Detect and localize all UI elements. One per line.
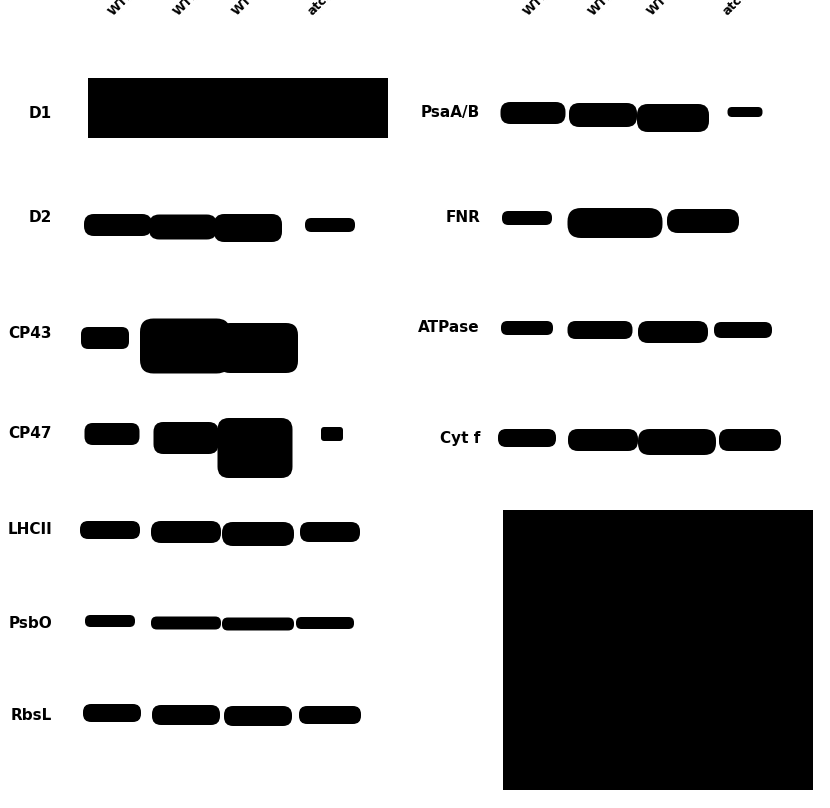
Text: RbsL: RbsL <box>11 708 52 722</box>
FancyBboxPatch shape <box>569 103 637 127</box>
FancyBboxPatch shape <box>149 214 217 239</box>
FancyBboxPatch shape <box>667 209 739 233</box>
FancyBboxPatch shape <box>500 102 565 124</box>
Text: CP47: CP47 <box>8 426 52 440</box>
FancyBboxPatch shape <box>568 429 638 451</box>
Text: atctpA2: atctpA2 <box>305 0 353 18</box>
Text: PsaA/B: PsaA/B <box>421 106 480 120</box>
FancyBboxPatch shape <box>154 422 218 454</box>
FancyBboxPatch shape <box>84 214 152 236</box>
FancyBboxPatch shape <box>719 429 781 451</box>
FancyBboxPatch shape <box>224 706 292 726</box>
Text: D1: D1 <box>29 106 52 120</box>
FancyBboxPatch shape <box>151 521 221 543</box>
FancyBboxPatch shape <box>498 429 556 447</box>
Text: WT1/2: WT1/2 <box>585 0 626 18</box>
Text: LHCII: LHCII <box>7 523 52 537</box>
FancyBboxPatch shape <box>85 615 135 627</box>
Text: D2: D2 <box>28 211 52 225</box>
FancyBboxPatch shape <box>501 321 553 335</box>
FancyBboxPatch shape <box>305 218 355 232</box>
FancyBboxPatch shape <box>80 521 140 539</box>
Bar <box>88 78 388 138</box>
FancyBboxPatch shape <box>321 427 343 441</box>
FancyBboxPatch shape <box>222 617 294 630</box>
FancyBboxPatch shape <box>638 321 708 343</box>
FancyBboxPatch shape <box>714 322 772 338</box>
FancyBboxPatch shape <box>568 208 662 238</box>
Text: PsbO: PsbO <box>8 616 52 630</box>
Bar <box>503 510 813 790</box>
FancyBboxPatch shape <box>214 214 282 242</box>
FancyBboxPatch shape <box>502 211 552 225</box>
FancyBboxPatch shape <box>728 107 763 117</box>
FancyBboxPatch shape <box>300 522 360 542</box>
Text: WT: WT <box>645 0 670 18</box>
Text: WT1/4: WT1/4 <box>105 0 145 18</box>
FancyBboxPatch shape <box>140 318 230 373</box>
Text: atctpA2: atctpA2 <box>720 0 768 18</box>
Text: WT1/2: WT1/2 <box>170 0 211 18</box>
FancyBboxPatch shape <box>218 323 298 373</box>
FancyBboxPatch shape <box>568 321 632 339</box>
FancyBboxPatch shape <box>296 617 354 629</box>
Text: CP43: CP43 <box>8 326 52 340</box>
FancyBboxPatch shape <box>637 104 709 132</box>
FancyBboxPatch shape <box>217 418 292 478</box>
FancyBboxPatch shape <box>85 423 139 445</box>
FancyBboxPatch shape <box>81 327 129 349</box>
FancyBboxPatch shape <box>222 522 294 546</box>
FancyBboxPatch shape <box>638 429 716 455</box>
FancyBboxPatch shape <box>152 705 220 725</box>
Text: Cyt f: Cyt f <box>440 431 480 445</box>
FancyBboxPatch shape <box>83 704 141 722</box>
FancyBboxPatch shape <box>151 617 221 629</box>
Text: WT: WT <box>230 0 255 18</box>
Text: WT1/4: WT1/4 <box>520 0 560 18</box>
FancyBboxPatch shape <box>299 706 361 724</box>
Text: FNR: FNR <box>445 211 480 225</box>
Text: ATPase: ATPase <box>418 321 480 335</box>
